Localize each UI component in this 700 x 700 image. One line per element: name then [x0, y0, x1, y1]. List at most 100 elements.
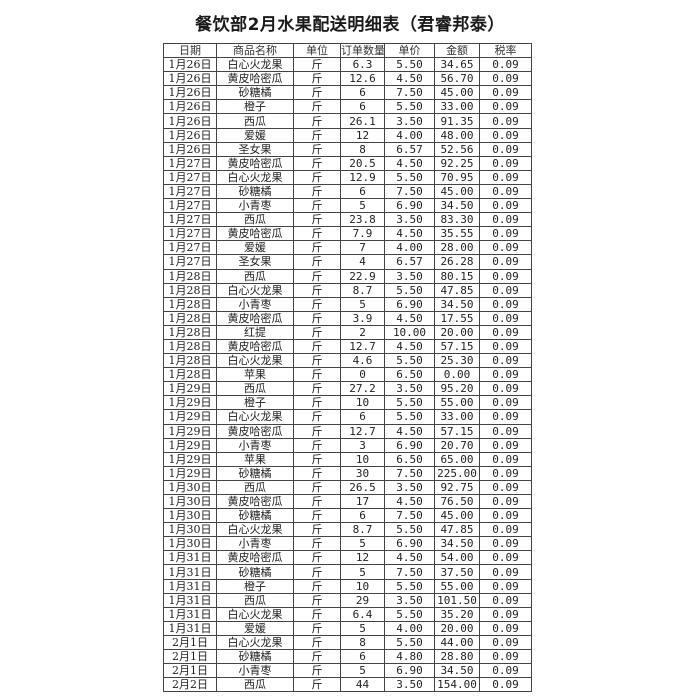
cell-product: 黄皮哈密瓜	[216, 550, 294, 566]
table-row: 1月27日 黄皮哈密瓜斤 7.9 4.50 35.55 0.09	[163, 226, 532, 242]
cell-date: 1月27日	[163, 226, 217, 242]
cell-date: 2月1日	[163, 634, 217, 651]
document-title: 餐饮部2月水果配送明细表（君睿邦泰）	[195, 15, 505, 35]
cell-date: 1月26日	[163, 99, 217, 115]
cell-price: 5.50	[384, 578, 435, 594]
cell-quantity: 6	[340, 508, 385, 524]
table-row: 1月27日 白心火龙果斤 12.9 5.50 70.95 0.09	[163, 169, 532, 185]
cell-amount: 25.30	[434, 353, 480, 369]
cell-tax-rate: 0.09	[479, 240, 532, 256]
table-row: 2月1日 砂糖橘斤 6 4.80 28.80 0.09	[163, 649, 532, 665]
cell-unit: 斤	[293, 592, 341, 608]
cell-price: 5.50	[384, 606, 435, 622]
cell-price: 7.50	[384, 183, 435, 200]
header-tax-rate: 税率	[479, 42, 532, 59]
cell-date: 1月26日	[163, 71, 217, 87]
cell-quantity: 6.4	[340, 606, 385, 622]
table-row: 1月26日 圣女果斤 8 6.57 52.56 0.09	[163, 141, 532, 157]
cell-quantity: 5	[340, 564, 385, 580]
cell-product: 黄皮哈密瓜	[216, 338, 294, 355]
cell-price: 4.00	[384, 240, 435, 256]
cell-tax-rate: 0.09	[479, 564, 532, 580]
cell-unit: 斤	[293, 240, 341, 256]
cell-date: 1月27日	[163, 155, 217, 171]
cell-unit: 斤	[293, 198, 341, 214]
cell-tax-rate: 0.09	[479, 634, 532, 651]
cell-amount: 101.50	[434, 592, 480, 608]
cell-quantity: 6	[340, 183, 385, 200]
cell-tax-rate: 0.09	[479, 522, 532, 538]
cell-price: 7.50	[384, 465, 435, 481]
cell-amount: 34.65	[434, 57, 480, 73]
cell-price: 4.00	[384, 620, 435, 636]
cell-price: 6.50	[384, 451, 435, 467]
cell-tax-rate: 0.09	[479, 649, 532, 665]
table-row: 1月29日 小青枣斤 3 6.90 20.70 0.09	[163, 437, 532, 453]
cell-amount: 20.70	[434, 437, 480, 453]
cell-amount: 57.15	[434, 423, 480, 439]
table-row: 1月31日 爱媛斤 5 4.00 20.00 0.09	[163, 620, 532, 636]
cell-product: 橙子	[216, 99, 294, 115]
table-row: 1月28日 白心火龙果斤 4.6 5.50 25.30 0.09	[163, 353, 532, 369]
cell-amount: 34.50	[434, 663, 480, 679]
cell-tax-rate: 0.09	[479, 493, 532, 510]
cell-date: 1月30日	[163, 493, 217, 510]
table-row: 1月29日 橙子斤 10 5.50 55.00 0.09	[163, 395, 532, 411]
cell-price: 3.50	[384, 381, 435, 397]
cell-tax-rate: 0.09	[479, 71, 532, 87]
cell-unit: 斤	[293, 663, 341, 679]
cell-date: 1月29日	[163, 409, 217, 425]
cell-amount: 45.00	[434, 85, 480, 101]
cell-unit: 斤	[293, 634, 341, 651]
cell-price: 3.50	[384, 592, 435, 608]
cell-product: 圣女果	[216, 254, 294, 270]
table-row: 1月28日 小青枣斤 5 6.90 34.50 0.09	[163, 296, 532, 312]
cell-date: 1月31日	[163, 578, 217, 594]
table-row: 1月31日 黄皮哈密瓜斤 12 4.50 54.00 0.09	[163, 550, 532, 566]
cell-product: 小青枣	[216, 536, 294, 552]
cell-amount: 35.20	[434, 606, 480, 622]
cell-unit: 斤	[293, 409, 341, 425]
cell-unit: 斤	[293, 85, 341, 101]
cell-price: 6.90	[384, 198, 435, 214]
cell-price: 4.50	[384, 423, 435, 439]
cell-price: 4.50	[384, 338, 435, 355]
cell-unit: 斤	[293, 141, 341, 157]
cell-date: 1月28日	[163, 353, 217, 369]
cell-tax-rate: 0.09	[479, 85, 532, 101]
cell-product: 砂糖橘	[216, 508, 294, 524]
cell-amount: 45.00	[434, 183, 480, 200]
cell-date: 1月27日	[163, 254, 217, 270]
table-row: 1月31日 白心火龙果斤 6.4 5.50 35.20 0.09	[163, 606, 532, 622]
table-row: 1月30日 砂糖橘斤 6 7.50 45.00 0.09	[163, 508, 532, 524]
cell-date: 1月27日	[163, 240, 217, 256]
table-row: 1月26日 爱媛斤 12 4.00 48.00 0.09	[163, 127, 532, 143]
cell-unit: 斤	[293, 367, 341, 383]
cell-price: 4.00	[384, 127, 435, 143]
cell-product: 橙子	[216, 395, 294, 411]
cell-date: 2月2日	[163, 677, 217, 693]
cell-product: 苹果	[216, 451, 294, 467]
cell-tax-rate: 0.09	[479, 451, 532, 467]
cell-price: 5.50	[384, 395, 435, 411]
cell-tax-rate: 0.09	[479, 663, 532, 679]
cell-amount: 52.56	[434, 141, 480, 157]
cell-unit: 斤	[293, 254, 341, 270]
cell-amount: 28.80	[434, 649, 480, 665]
table-row: 1月29日 西瓜斤 27.2 3.50 95.20 0.09	[163, 381, 532, 397]
cell-price: 6.90	[384, 663, 435, 679]
cell-amount: 55.00	[434, 578, 480, 594]
cell-price: 4.50	[384, 310, 435, 326]
cell-product: 白心火龙果	[216, 282, 294, 298]
cell-product: 黄皮哈密瓜	[216, 71, 294, 87]
table-row: 1月30日 黄皮哈密瓜斤 17 4.50 76.50 0.09	[163, 493, 532, 510]
cell-unit: 斤	[293, 169, 341, 185]
cell-unit: 斤	[293, 620, 341, 636]
cell-quantity: 4.6	[340, 353, 385, 369]
cell-amount: 37.50	[434, 564, 480, 580]
cell-amount: 20.00	[434, 620, 480, 636]
cell-product: 黄皮哈密瓜	[216, 310, 294, 326]
table-row: 1月31日 橙子斤 10 5.50 55.00 0.09	[163, 578, 532, 594]
cell-quantity: 2	[340, 324, 385, 340]
cell-unit: 斤	[293, 310, 341, 326]
